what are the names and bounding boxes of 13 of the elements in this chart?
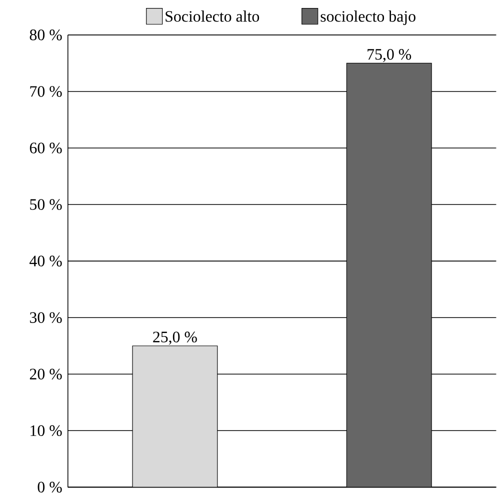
y-tick-label: 40 % (30, 256, 62, 266)
y-tick-label: 80 % (30, 30, 62, 40)
legend-label: sociolecto bajo (320, 10, 416, 25)
y-tick-label: 30 % (30, 312, 62, 323)
y-tick-label: 50 % (30, 199, 62, 210)
y-tick-label: 20 % (30, 368, 62, 380)
y-tick-label: 60 % (30, 142, 62, 154)
y-tick-label: 10 % (30, 425, 62, 436)
y-tick-label: 70 % (30, 86, 62, 97)
y-tick-label: 0 % (38, 482, 62, 493)
data-label: 25,0 % (153, 332, 198, 345)
data-label: 75,0 % (368, 48, 412, 62)
legend-label: Sociolecto alto (166, 10, 260, 22)
